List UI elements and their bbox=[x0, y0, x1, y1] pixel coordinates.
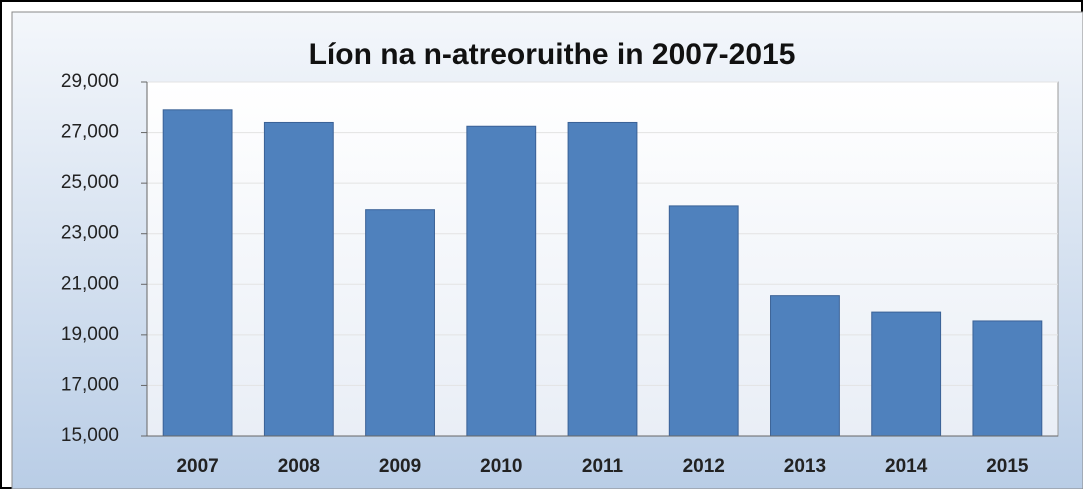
bar bbox=[263, 121, 334, 437]
y-tick-label: 17,000 bbox=[61, 374, 119, 395]
y-tick-label: 15,000 bbox=[61, 425, 119, 446]
bar bbox=[871, 311, 942, 437]
y-tick-label: 25,000 bbox=[61, 172, 119, 193]
x-tick-label: 2013 bbox=[784, 456, 826, 477]
y-tick-label: 19,000 bbox=[61, 324, 119, 345]
bar bbox=[162, 109, 233, 437]
x-tick-label: 2010 bbox=[480, 456, 522, 477]
bar bbox=[770, 295, 840, 437]
x-tick-label: 2007 bbox=[176, 456, 218, 477]
x-tick-label: 2015 bbox=[986, 456, 1029, 477]
y-tick-label: 23,000 bbox=[61, 223, 119, 244]
bar bbox=[972, 320, 1043, 437]
x-tick-label: 2012 bbox=[683, 456, 725, 477]
x-tick-label: 2011 bbox=[582, 456, 624, 477]
bar bbox=[567, 121, 638, 437]
bar bbox=[365, 209, 435, 437]
bar bbox=[466, 125, 537, 437]
x-tick-label: 2009 bbox=[379, 456, 421, 477]
chart-title: Líon na n-atreoruithe in 2007-2015 bbox=[309, 38, 796, 71]
y-tick-label: 27,000 bbox=[61, 122, 119, 143]
x-tick-label: 2014 bbox=[885, 456, 928, 477]
y-tick-label: 21,000 bbox=[61, 273, 119, 294]
y-tick-label: 29,000 bbox=[61, 71, 119, 92]
bar bbox=[668, 205, 739, 437]
x-tick-label: 2008 bbox=[278, 456, 320, 477]
